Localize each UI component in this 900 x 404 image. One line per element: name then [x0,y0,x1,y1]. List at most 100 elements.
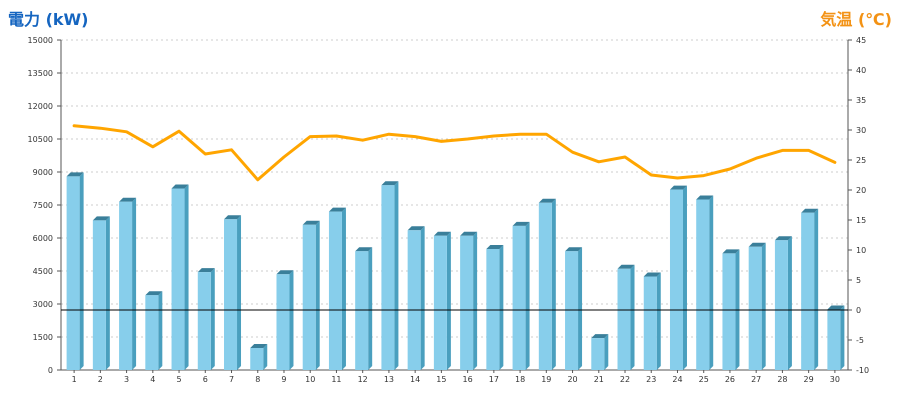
x-tick-label: 22 [620,375,630,384]
x-tick-label: 30 [830,375,840,384]
bar-side [420,226,425,370]
x-tick-label: 20 [567,375,577,384]
bar-side [368,247,373,370]
bar-top [591,334,609,339]
bar-top [801,208,819,213]
bar-top [171,184,189,189]
x-tick-label: 15 [436,375,446,384]
bar-top [748,242,766,247]
bar [250,348,264,370]
right-tick-label: 30 [856,126,866,135]
x-tick-label: 3 [124,375,129,384]
right-tick-label: -5 [856,336,864,345]
bar-side [210,268,215,370]
right-tick-label: 25 [856,156,866,165]
x-tick-label: 14 [410,375,420,384]
x-tick-label: 25 [699,375,709,384]
x-tick-label: 1 [72,375,77,384]
bar-side [473,231,478,370]
temperature-axis-title: 気温 (℃) [820,10,892,29]
bar-side [341,207,346,370]
x-tick-label: 7 [229,375,234,384]
left-tick-label: 13500 [28,69,53,78]
bar-side [79,172,84,370]
bar-side [814,208,819,370]
x-tick-label: 6 [203,375,208,384]
bar-top [381,181,399,186]
bar-side [184,184,189,370]
bar-side [105,216,110,370]
bar-top [355,247,373,252]
bar-top [92,216,110,221]
bar-side [237,215,242,370]
bar [145,295,159,370]
left-tick-label: 9000 [33,168,53,177]
bar [407,230,421,370]
left-tick-label: 3000 [33,300,53,309]
bar-top [486,245,504,249]
bar-top [145,291,163,296]
bar-side [525,221,530,370]
x-tick-label: 10 [305,375,315,384]
bar-top [407,226,425,231]
bar-side [578,247,583,370]
bar [801,212,815,370]
bar-top [302,220,320,225]
bar-side [394,181,399,370]
right-tick-label: 35 [856,96,866,105]
x-tick-label: 8 [255,375,260,384]
bar [669,189,683,370]
bar [748,246,762,370]
x-tick-label: 17 [489,375,499,384]
x-tick-label: 4 [150,375,155,384]
bar [171,188,185,370]
bar [197,272,211,370]
left-tick-label: 7500 [33,201,53,210]
temperature-line [72,124,837,182]
bar [276,274,290,370]
right-tick-label: 20 [856,186,866,195]
right-tick-label: 0 [856,306,861,315]
bar-side [656,272,661,370]
bar-top [328,207,346,212]
bar [538,202,552,370]
bar [224,219,238,370]
bar [696,199,710,370]
bar-top [538,198,556,203]
x-tick-label: 23 [646,375,656,384]
bar-top [250,344,268,348]
bar-side [682,185,687,370]
bar [565,251,579,370]
bar [328,211,342,370]
bar [355,251,369,370]
x-tick-label: 27 [751,375,761,384]
left-tick-label: 12000 [28,102,53,111]
bar [381,185,395,370]
bar-top [512,221,530,226]
x-tick-label: 5 [177,375,182,384]
bar [66,176,80,370]
x-tick-label: 26 [725,375,735,384]
bar-side [787,236,792,370]
left-tick-label: 6000 [33,234,53,243]
bar-top [827,305,845,310]
bar-side [132,197,137,370]
right-tick-label: -10 [856,366,869,375]
x-tick-label: 19 [541,375,551,384]
left-tick-label: 0 [48,366,53,375]
bar-top [643,272,661,277]
bar [119,201,133,370]
right-tick-label: 5 [856,276,861,285]
right-tick-label: 15 [856,216,866,225]
bar-top [669,185,687,190]
left-tick-label: 10500 [28,135,53,144]
bar-side [551,198,556,370]
x-tick-label: 11 [331,375,341,384]
bar [774,240,788,370]
bar [827,309,841,370]
bar [302,224,316,370]
left-tick-label: 15000 [28,36,53,45]
bar-top [433,231,451,236]
bar-side [761,242,766,370]
bar-top [119,197,137,202]
